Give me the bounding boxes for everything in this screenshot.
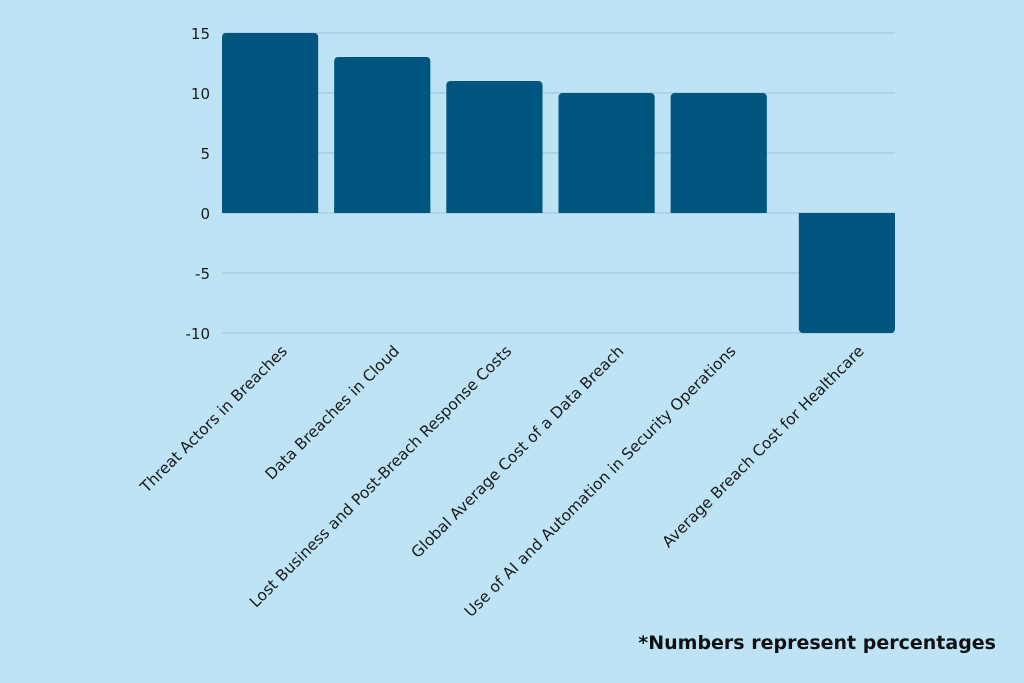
bar-base — [446, 207, 543, 213]
x-category-label: Use of AI and Automation in Security Ope… — [461, 342, 740, 621]
bar-base — [798, 213, 895, 219]
y-tick-label: 5 — [200, 145, 210, 163]
y-tick-label: 10 — [191, 85, 210, 103]
bars — [222, 33, 895, 333]
y-tick-label: 15 — [191, 25, 210, 43]
bar — [798, 213, 895, 333]
bar — [222, 33, 319, 213]
bar-base — [334, 207, 431, 213]
y-tick-label: -10 — [186, 325, 211, 343]
bar-base — [558, 207, 655, 213]
x-category-label: Lost Business and Post-Breach Response C… — [246, 342, 515, 611]
y-axis-tick-labels: 15 10 5 0 -5 -10 — [186, 25, 211, 343]
y-tick-label: -5 — [195, 265, 210, 283]
bar — [334, 57, 431, 213]
bar — [446, 81, 543, 213]
bar — [670, 93, 767, 213]
bar-base — [222, 207, 319, 213]
x-category-label: Global Average Cost of a Data Breach — [408, 342, 628, 562]
x-category-label: Average Breach Cost for Healthcare — [659, 342, 868, 551]
bar — [558, 93, 655, 213]
y-tick-label: 0 — [200, 205, 210, 223]
footnote: *Numbers represent percentages — [638, 632, 996, 654]
bar-base — [670, 207, 767, 213]
